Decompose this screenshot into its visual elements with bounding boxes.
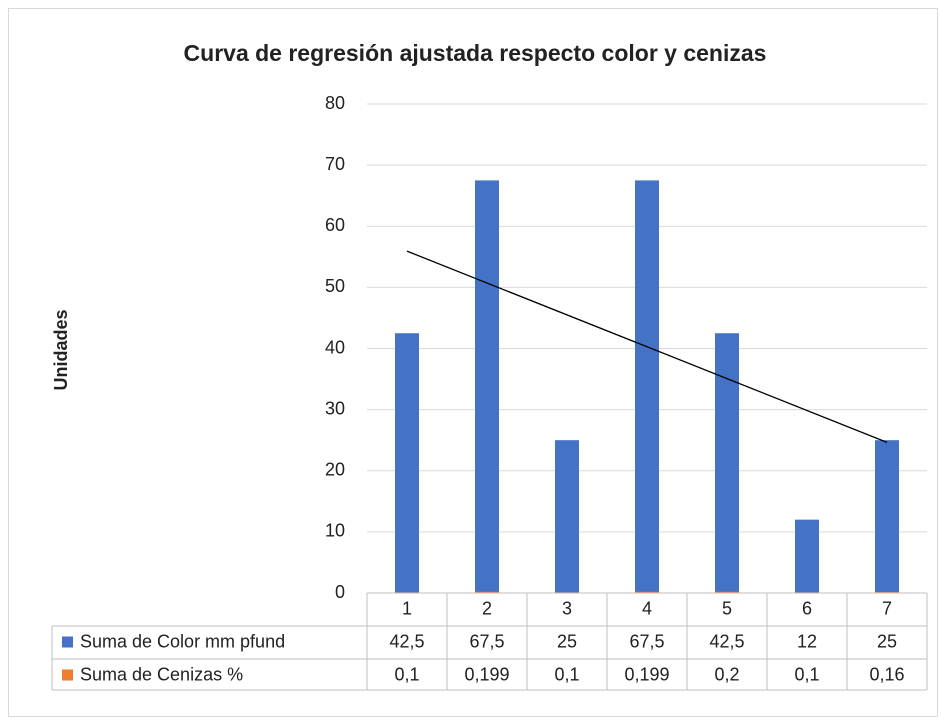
x-tick-label: 6 [802,598,812,618]
y-tick-label: 20 [325,460,345,480]
y-axis-title: Unidades [51,309,71,390]
y-tick-label: 30 [325,398,345,418]
bar [475,180,499,593]
table-value: 42,5 [389,631,424,651]
trendline [406,250,888,443]
table-value: 0,1 [554,664,579,684]
bar [635,180,659,593]
chart-title: Curva de regresión ajustada respecto col… [184,40,767,66]
legend-swatch [62,636,73,648]
chart-border [8,8,938,717]
y-tick-label: 10 [325,521,345,541]
y-tick-label: 70 [325,154,345,174]
bar [555,440,579,593]
table-value: 0,1 [794,664,819,684]
y-tick-label: 0 [335,582,345,602]
x-tick-label: 5 [722,598,732,618]
bar [715,591,739,593]
table-value: 0,199 [464,664,509,684]
y-tick-label: 50 [325,276,345,296]
legend-label: Suma de Color mm pfund [80,631,285,651]
bar [715,333,739,593]
table-value: 25 [557,631,577,651]
table-value: 0,1 [394,664,419,684]
table-value: 0,199 [624,664,669,684]
y-tick-label: 60 [325,215,345,235]
y-tick-label: 40 [325,337,345,357]
table-value: 67,5 [629,631,664,651]
x-tick-label: 4 [642,598,652,618]
legend-label: Suma de Cenizas % [80,664,243,684]
bar [795,519,819,593]
bar [395,333,419,593]
table-value: 0,2 [714,664,739,684]
x-tick-label: 7 [882,598,892,618]
table-value: 25 [877,631,897,651]
bar [475,591,499,593]
bar [875,440,899,593]
legend-swatch [62,669,73,681]
table-value: 42,5 [709,631,744,651]
bar [635,591,659,593]
x-tick-label: 2 [482,598,492,618]
y-tick-label: 80 [325,93,345,113]
x-tick-label: 3 [562,598,572,618]
x-tick-label: 1 [402,598,412,618]
table-value: 67,5 [469,631,504,651]
table-value: 12 [797,631,817,651]
table-value: 0,16 [869,664,904,684]
